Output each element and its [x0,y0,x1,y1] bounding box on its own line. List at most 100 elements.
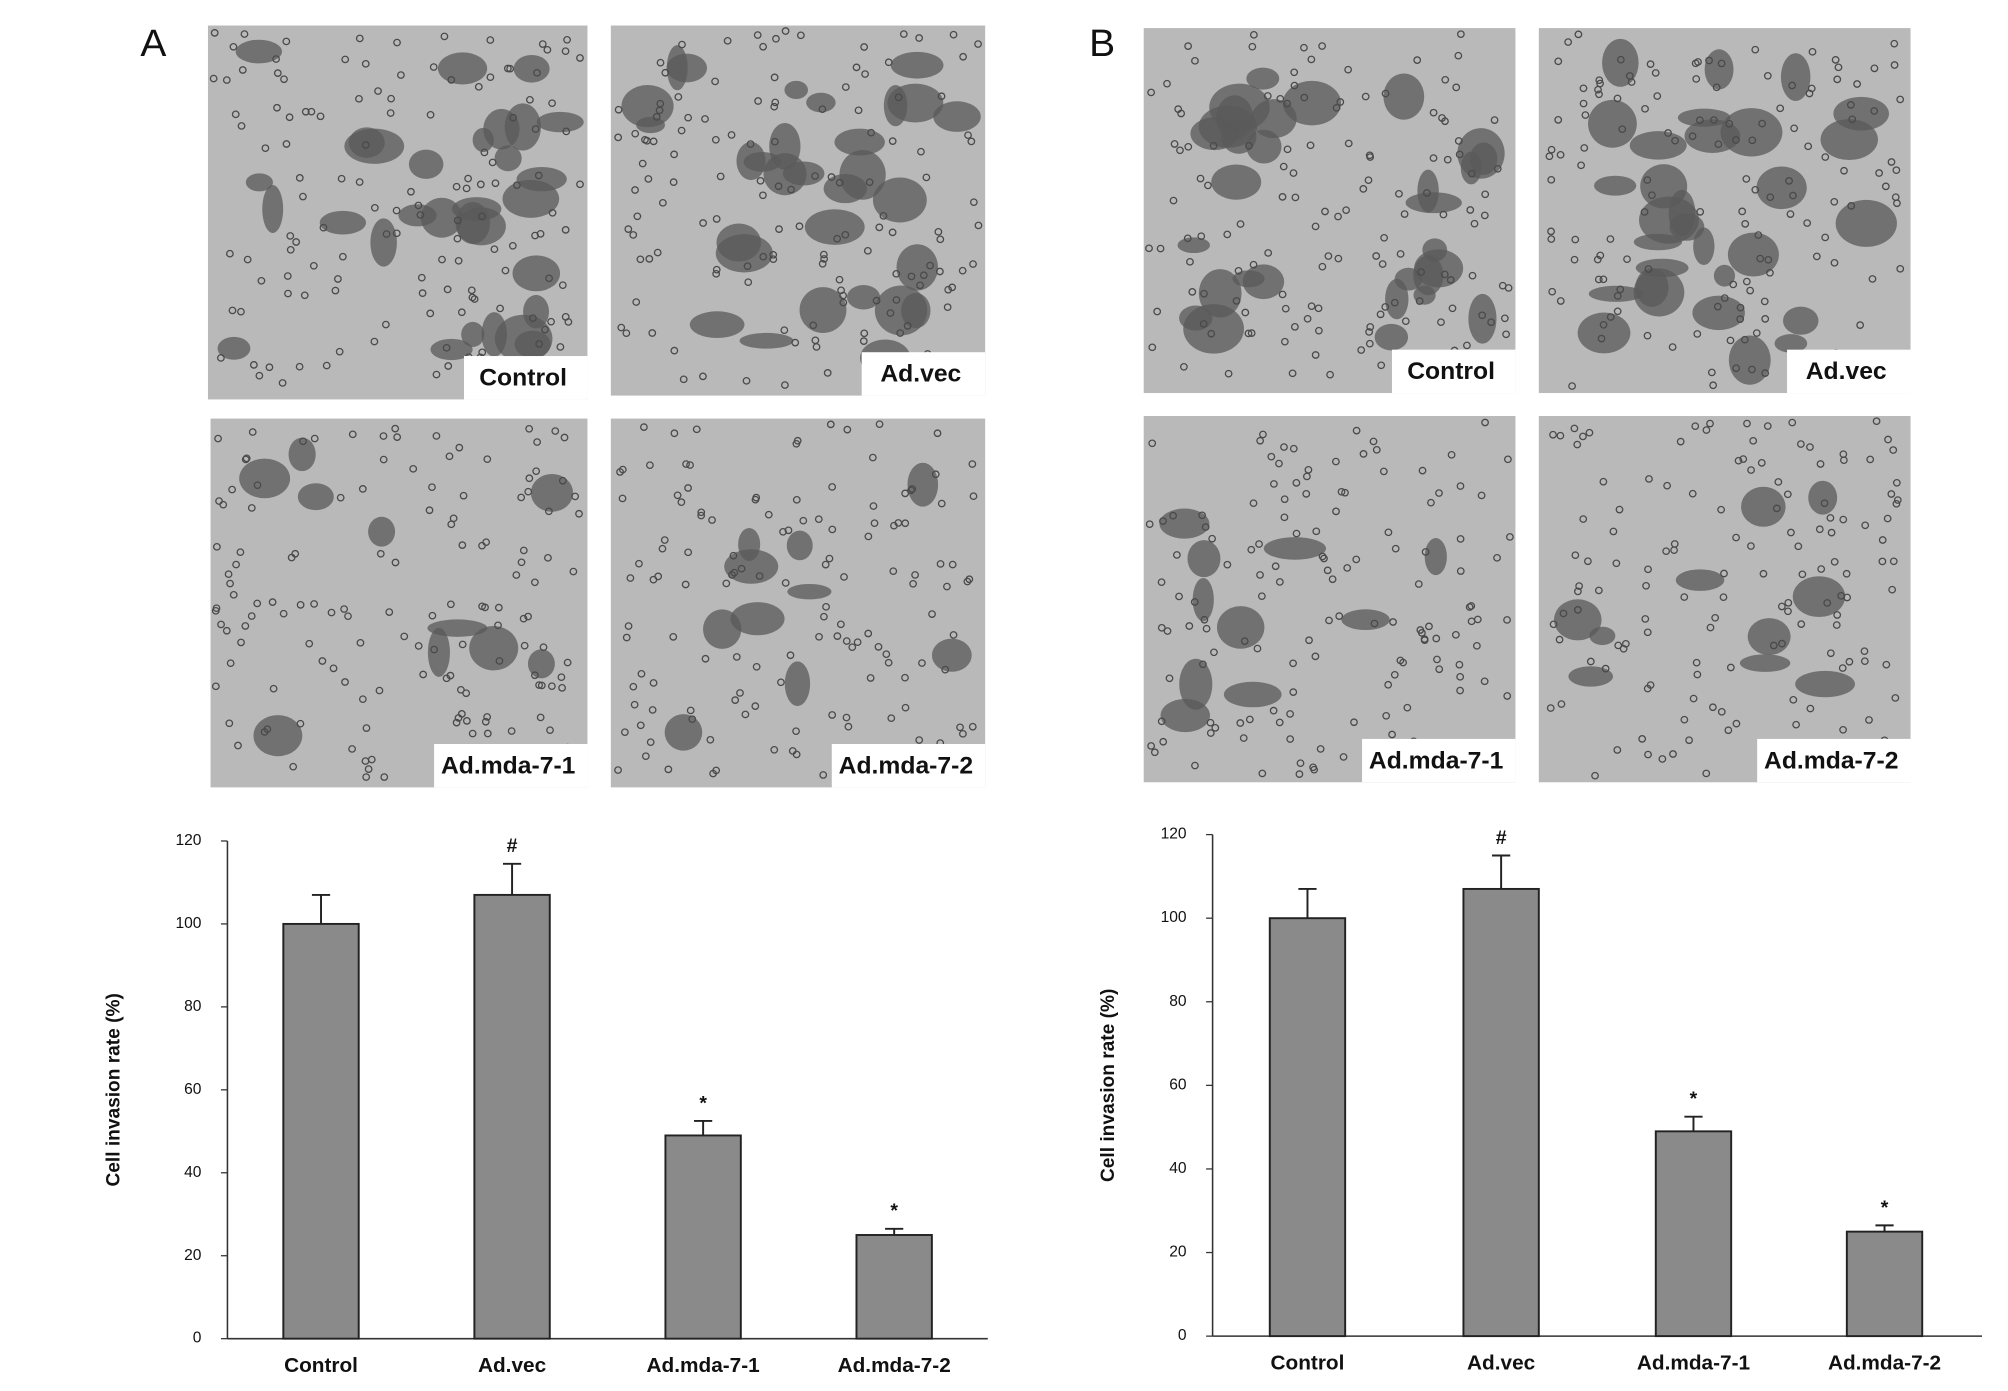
pore [476,180,485,189]
pore [658,199,667,207]
pore [211,682,220,691]
pore [263,725,272,734]
pore [331,286,340,295]
pore [474,83,483,91]
pore [1381,303,1390,311]
pore [781,381,789,389]
pore [631,186,639,194]
pore [1729,280,1738,289]
pore [1400,210,1409,218]
pore [329,664,338,673]
pore [1752,329,1761,337]
pore [1613,307,1622,316]
pore [470,295,479,303]
pore [446,600,455,609]
pore [1443,155,1452,164]
pore [1680,715,1689,724]
pore [1646,60,1655,68]
pore [1451,631,1460,639]
cell-cluster [887,83,944,123]
pore [1838,664,1847,672]
pore [539,643,548,652]
pore [1186,257,1194,266]
pore [616,468,624,476]
cell-cluster [1629,131,1687,160]
pore [1224,369,1233,378]
y-tick-label: 60 [184,1081,201,1098]
pore [1304,466,1313,474]
pore [1806,704,1815,713]
pore [1463,341,1471,350]
pore [1401,317,1410,325]
pore [1696,208,1705,216]
pore [865,178,874,186]
pore [1579,84,1588,93]
pore [1295,770,1304,778]
pore [860,43,869,51]
pore [530,578,539,587]
pore [706,735,715,744]
pore [1769,641,1778,650]
pore [1302,490,1311,498]
pore [561,313,570,321]
pore [426,110,435,119]
pore [229,591,238,599]
pore [1595,76,1604,85]
pore [1739,455,1748,463]
pore [452,182,461,191]
cell-cluster [1728,335,1771,385]
pore [1861,521,1870,530]
pore [892,296,901,304]
pore [1379,467,1388,476]
pore [454,256,463,265]
cell-cluster [784,661,811,707]
pore [969,492,978,501]
pore [1609,527,1618,536]
pore [1365,328,1374,336]
pore [796,31,805,40]
pore [1422,189,1431,197]
x-tick-label: Control [1271,1352,1345,1375]
pore [969,198,978,206]
pore [507,727,516,735]
pore [1256,571,1264,579]
pore [658,544,667,553]
pore [888,137,897,145]
pore [1889,446,1898,454]
pore [1334,212,1342,221]
pore [1742,277,1751,286]
pore [249,361,258,369]
pore [253,481,262,490]
pore [835,178,844,187]
pore [341,678,349,686]
pore [1845,657,1854,666]
pore [1289,659,1297,668]
pore [1157,578,1166,587]
pore [283,272,292,280]
cell-cluster [288,437,316,472]
pore [1324,252,1333,260]
bar [664,1134,742,1340]
bar [855,1234,933,1340]
pore [1547,227,1555,236]
pore [1369,437,1378,446]
pore [752,662,761,671]
pore [1837,592,1846,600]
pore [537,681,546,690]
pore [967,137,976,146]
pore [1290,323,1299,331]
pore [426,309,435,318]
pore [255,371,264,380]
pore [712,215,721,223]
pore [1283,99,1291,108]
pore [770,745,779,754]
pore [1191,57,1199,65]
pore [1241,308,1250,317]
pore [535,340,544,348]
pore [1223,560,1232,569]
pore [381,320,390,329]
pore [1570,424,1579,433]
pore [1396,250,1405,258]
cell-cluster [1159,508,1210,539]
pore [1456,686,1464,695]
